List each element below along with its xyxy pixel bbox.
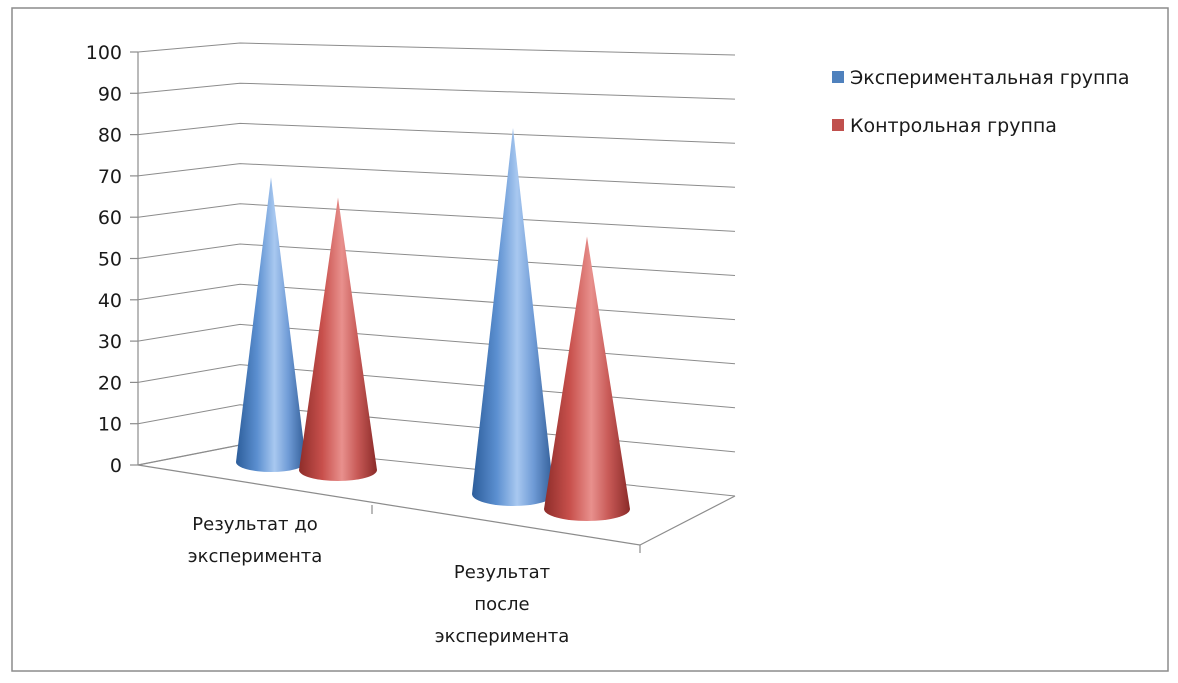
legend-swatch bbox=[832, 119, 844, 131]
cone-body bbox=[472, 127, 554, 507]
cone-body bbox=[299, 197, 377, 481]
gridline bbox=[137, 163, 736, 188]
y-tick-label: 40 bbox=[98, 290, 122, 312]
cone bbox=[544, 236, 630, 521]
x-tick-labels: Результат до эксперимента Результат после эк… bbox=[188, 514, 570, 647]
gridline bbox=[137, 243, 736, 276]
legend-label: Экспериментальная группа bbox=[850, 67, 1130, 89]
y-tick-label: 30 bbox=[98, 331, 122, 353]
y-tick-labels: 0 10 20 30 40 50 60 70 80 90 100 bbox=[86, 42, 138, 477]
cone-body bbox=[544, 236, 630, 521]
legend-swatch bbox=[832, 71, 844, 83]
x-category-label: Результат до эксперимента bbox=[188, 514, 323, 567]
x-axis-line bbox=[137, 464, 641, 546]
y-tick-label: 100 bbox=[86, 42, 122, 64]
y-tick-label: 50 bbox=[98, 249, 122, 271]
cone bbox=[472, 127, 554, 507]
cone bbox=[236, 177, 306, 472]
y-tick-label: 10 bbox=[98, 414, 122, 436]
y-tick-label: 60 bbox=[98, 207, 122, 229]
floor-edge-line bbox=[639, 495, 736, 546]
cone bbox=[299, 197, 377, 481]
gridline bbox=[137, 283, 736, 321]
gridline bbox=[137, 203, 736, 232]
y-tick-label: 90 bbox=[98, 83, 122, 105]
gridline bbox=[137, 82, 736, 100]
cones bbox=[236, 127, 630, 521]
y-tick-label: 70 bbox=[98, 166, 122, 188]
x-category-label: Результат после эксперимента bbox=[435, 562, 570, 647]
floor-side-line bbox=[137, 444, 241, 466]
legend: Экспериментальная группа Контрольная груп… bbox=[832, 67, 1130, 137]
cone-body bbox=[236, 177, 306, 472]
y-tick-label: 80 bbox=[98, 125, 122, 147]
y-tick-label: 20 bbox=[98, 372, 122, 394]
legend-label: Контрольная группа bbox=[850, 115, 1057, 137]
gridline bbox=[137, 42, 736, 56]
y-tick-label: 0 bbox=[110, 455, 122, 477]
gridline bbox=[137, 122, 736, 144]
